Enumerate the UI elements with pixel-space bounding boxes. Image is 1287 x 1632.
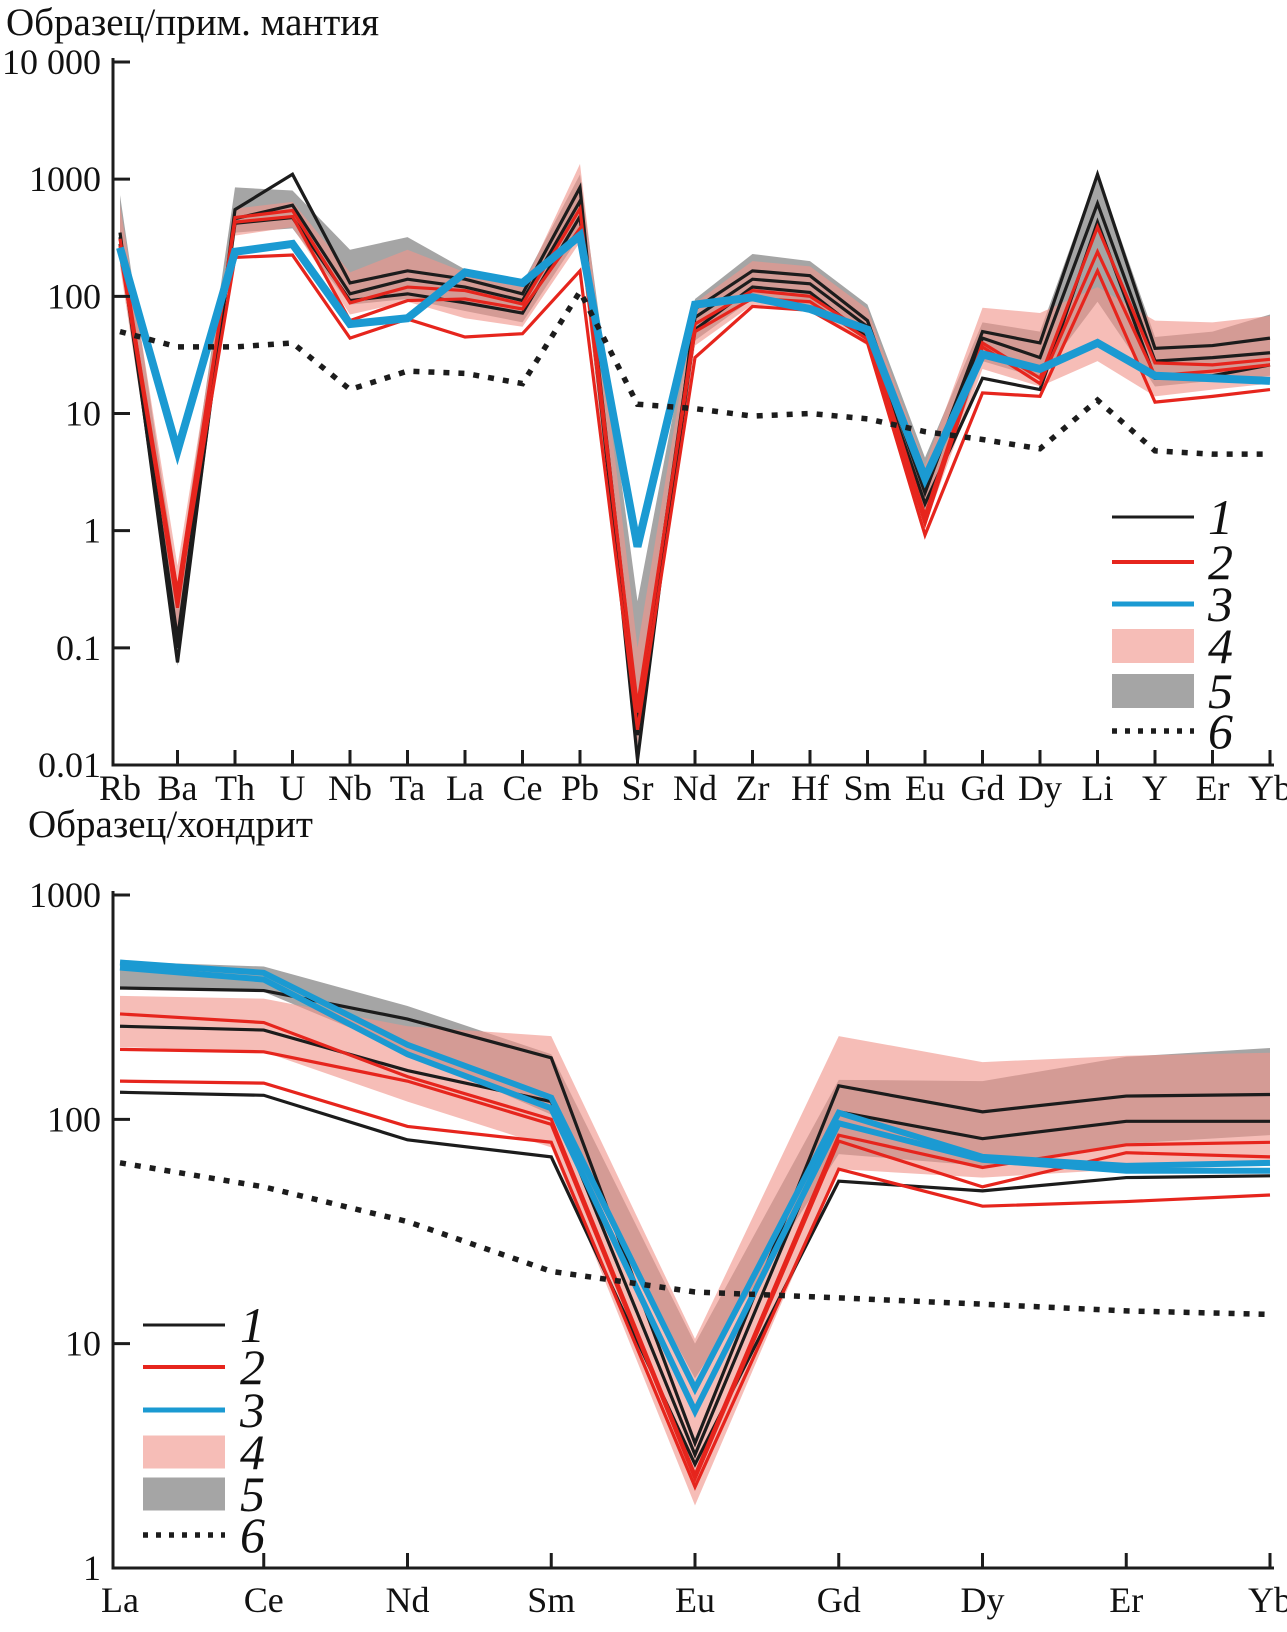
legend-item-5: 5 bbox=[143, 1466, 265, 1522]
legend-label-4: 4 bbox=[1208, 618, 1233, 674]
y-tick-label: 0.01 bbox=[38, 745, 101, 785]
series-sample-2c bbox=[119, 1079, 1271, 1491]
x-tick-label-Ce: Ce bbox=[503, 768, 543, 808]
legend-swatch-4 bbox=[1112, 629, 1194, 663]
legend-item-6: 6 bbox=[143, 1507, 265, 1563]
legend-item-4: 4 bbox=[143, 1424, 265, 1480]
x-tick-label-U: U bbox=[280, 768, 306, 808]
legend-swatch-5 bbox=[143, 1477, 225, 1511]
x-tick-label-Dy: Dy bbox=[1018, 768, 1062, 808]
legend-item-2: 2 bbox=[1112, 534, 1233, 590]
legend-item-1: 1 bbox=[1112, 489, 1233, 545]
x-tick-label-Gd: Gd bbox=[961, 768, 1005, 808]
series-sample-2b bbox=[118, 214, 1271, 707]
legend-label-2: 2 bbox=[1208, 534, 1233, 590]
x-tick-label-Rb: Rb bbox=[99, 768, 141, 808]
x-tick-label-La: La bbox=[101, 1580, 139, 1620]
legend-item-5: 5 bbox=[1112, 663, 1233, 719]
x-tick-label-Y: Y bbox=[1142, 768, 1168, 808]
legend-label-6: 6 bbox=[1208, 703, 1233, 759]
x-tick-label-Th: Th bbox=[215, 768, 255, 808]
legend-label-5: 5 bbox=[1208, 663, 1233, 719]
y-tick-label: 1000 bbox=[29, 159, 101, 199]
x-tick-label-Ta: Ta bbox=[390, 768, 425, 808]
legend-label-4: 4 bbox=[240, 1424, 265, 1480]
band-field-4-pink bbox=[120, 163, 1270, 745]
legend-label-5: 5 bbox=[240, 1466, 265, 1522]
legend-label-3: 3 bbox=[1207, 576, 1233, 632]
legend-label-1: 1 bbox=[240, 1297, 265, 1353]
legend-label-2: 2 bbox=[240, 1339, 265, 1395]
legend-swatch-4 bbox=[143, 1435, 225, 1469]
legend-label-6: 6 bbox=[240, 1507, 265, 1563]
legend-swatch-5 bbox=[1112, 674, 1194, 708]
x-tick-label-Ce: Ce bbox=[244, 1580, 284, 1620]
y-tick-label: 100 bbox=[47, 1099, 101, 1139]
x-tick-label-Eu: Eu bbox=[675, 1580, 715, 1620]
x-tick-label-Yb: Yb bbox=[1248, 1580, 1287, 1620]
legend-label-1: 1 bbox=[1208, 489, 1233, 545]
legend-item-6: 6 bbox=[1112, 703, 1233, 759]
x-tick-label-Pb: Pb bbox=[561, 768, 599, 808]
series-sample-2c bbox=[118, 251, 1271, 730]
x-tick-label-Er: Er bbox=[1109, 1580, 1143, 1620]
x-tick-label-Yb: Yb bbox=[1248, 768, 1287, 808]
legend-label-3: 3 bbox=[239, 1382, 265, 1438]
series-reference-6 bbox=[119, 1160, 1271, 1318]
axis-frame bbox=[111, 58, 1274, 767]
x-tick-label-Gd: Gd bbox=[817, 1580, 861, 1620]
series-sample-2a bbox=[118, 203, 1271, 713]
x-tick-label-Sr: Sr bbox=[621, 768, 653, 808]
chart-title-mantle: Образец/прим. мантия bbox=[6, 1, 380, 44]
x-tick-label-Sm: Sm bbox=[527, 1580, 575, 1620]
x-tick-label-Dy: Dy bbox=[961, 1580, 1005, 1620]
chart-title-chondrite: Образец/хондрит bbox=[28, 803, 313, 846]
series-sample-3 bbox=[116, 228, 1271, 548]
y-tick-label: 1000 bbox=[29, 875, 101, 915]
legend-item-1: 1 bbox=[143, 1297, 265, 1353]
series-sample-1b bbox=[119, 1024, 1270, 1459]
x-tick-label-Ba: Ba bbox=[158, 768, 198, 808]
legend-item-4: 4 bbox=[1112, 618, 1233, 674]
y-tick-label: 10 bbox=[65, 1324, 101, 1364]
y-tick-label: 10 000 bbox=[2, 42, 101, 82]
series-sample-3b bbox=[119, 964, 1270, 1419]
x-tick-label-Er: Er bbox=[1196, 768, 1230, 808]
series-reference-6 bbox=[119, 285, 1270, 457]
series-sample-3a bbox=[119, 959, 1271, 1396]
band-field-4-pink bbox=[120, 995, 1270, 1506]
legend-item-3: 3 bbox=[143, 1382, 265, 1438]
x-tick-label-Eu: Eu bbox=[905, 768, 945, 808]
series-sample-1c bbox=[119, 1090, 1271, 1468]
y-tick-label: 10 bbox=[65, 394, 101, 434]
x-tick-label-Sm: Sm bbox=[843, 768, 891, 808]
x-tick-label-Zr: Zr bbox=[736, 768, 770, 808]
x-tick-label-Nb: Nb bbox=[328, 768, 372, 808]
x-tick-label-Nd: Nd bbox=[673, 768, 717, 808]
x-tick-label-La: La bbox=[446, 768, 484, 808]
band-field-5-gray bbox=[120, 172, 1270, 756]
legend-item-2: 2 bbox=[143, 1339, 265, 1395]
legend-item-3: 3 bbox=[1112, 576, 1233, 632]
x-tick-label-Nd: Nd bbox=[386, 1580, 430, 1620]
x-tick-label-Li: Li bbox=[1082, 768, 1114, 808]
y-tick-label: 1 bbox=[83, 1548, 101, 1588]
y-tick-label: 1 bbox=[83, 511, 101, 551]
x-tick-label-Hf: Hf bbox=[791, 768, 829, 808]
y-tick-label: 100 bbox=[47, 276, 101, 316]
y-tick-label: 0.1 bbox=[56, 628, 101, 668]
